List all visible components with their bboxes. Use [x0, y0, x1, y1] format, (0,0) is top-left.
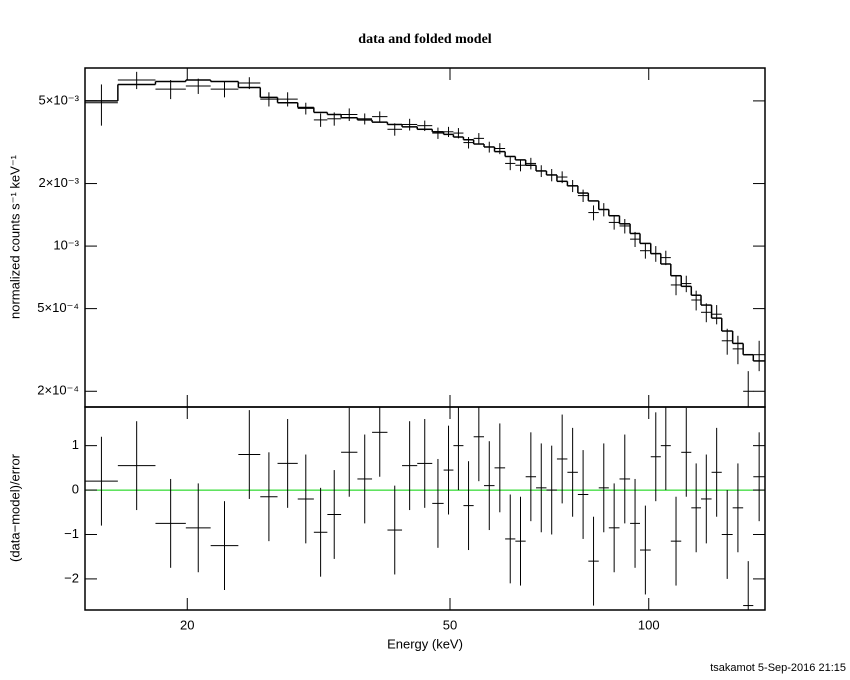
y-tick-label: 2×10⁻⁴	[37, 383, 79, 398]
x-tick-label: 100	[638, 617, 660, 632]
plot-area	[85, 407, 765, 610]
y-tick-label: 5×10⁻³	[39, 92, 80, 107]
y-tick-label: 0	[72, 482, 79, 497]
plot-area	[85, 71, 765, 407]
footer: tsakamot 5-Sep-2016 21:15	[710, 662, 846, 674]
chart-title: data and folded model	[358, 32, 492, 47]
y-tick-label: 1	[72, 437, 79, 452]
y-tick-label: −2	[64, 570, 79, 585]
x-tick-label: 50	[443, 617, 457, 632]
y-axis-label: (data−model)/error	[7, 453, 22, 562]
plot-frame	[84, 67, 766, 408]
y-tick-label: 10⁻³	[53, 238, 79, 253]
y-axis-label: normalized counts s⁻¹ keV⁻¹	[7, 154, 22, 319]
y-tick-label: −1	[64, 526, 79, 541]
x-tick-label: 20	[180, 617, 194, 632]
plot-frame	[84, 406, 766, 611]
y-tick-label: 2×10⁻³	[39, 175, 80, 190]
x-axis-label: Energy (keV)	[387, 636, 463, 651]
y-tick-label: 5×10⁻⁴	[37, 300, 79, 315]
